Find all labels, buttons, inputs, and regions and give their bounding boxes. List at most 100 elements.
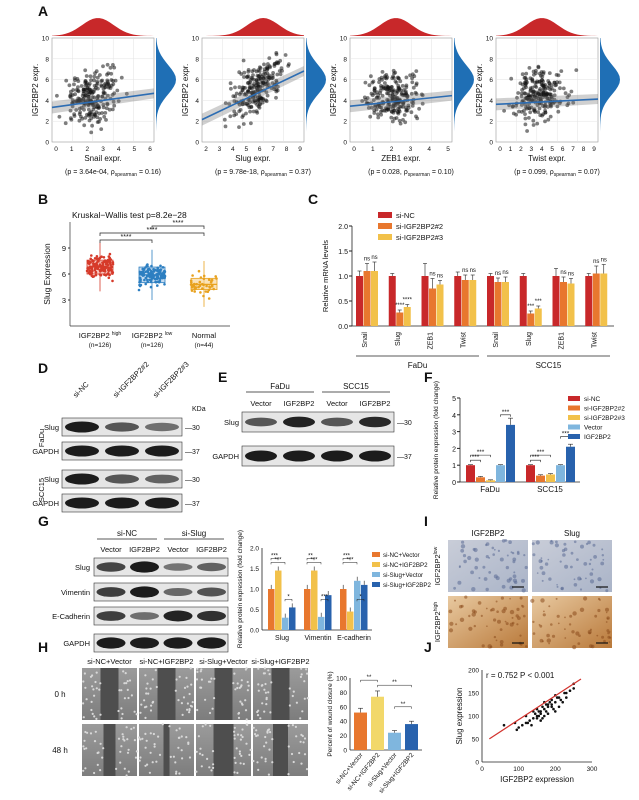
blot-row-label: GAPDH	[212, 452, 239, 461]
cell-speckle	[146, 682, 149, 685]
blot-band	[96, 562, 126, 572]
ihc-cell	[564, 616, 566, 619]
cell-speckle	[240, 754, 243, 758]
scatter-point	[519, 103, 524, 107]
regression-line	[349, 94, 453, 108]
ihc-image	[448, 596, 528, 648]
scatter-point	[404, 83, 409, 88]
box-point	[201, 282, 204, 286]
blot-band	[283, 416, 315, 428]
ihc-cell	[473, 547, 478, 553]
ihc-cell	[505, 565, 510, 570]
ihc-cell	[516, 623, 519, 626]
row-label: 48 h	[52, 746, 68, 755]
scatter-point	[539, 719, 542, 722]
scatter-point	[402, 113, 407, 117]
legend-swatch	[372, 572, 380, 577]
y-tick-label: 0	[195, 140, 199, 147]
ihc-cell	[500, 596, 504, 600]
significance-mark: **	[392, 680, 397, 686]
cell-speckle	[127, 748, 130, 751]
y-tick-label: 3	[452, 430, 456, 437]
ihc-cell	[521, 605, 525, 608]
cell-speckle	[123, 767, 126, 770]
significance-mark: ***	[346, 557, 354, 563]
cell-speckle	[132, 726, 135, 729]
cell-speckle	[241, 728, 244, 731]
cell-speckle	[267, 669, 270, 672]
cell-speckle	[195, 750, 198, 753]
correlation-stat: (p = 3.64e-04, ρspearman = 0.16)	[65, 169, 161, 178]
scatter-point	[272, 87, 277, 92]
cell-speckle	[85, 747, 88, 750]
scatter-point	[67, 83, 72, 88]
ihc-cell	[583, 596, 588, 601]
ihc-cell	[541, 640, 544, 643]
cell-speckle	[121, 712, 124, 716]
blot-frame	[241, 445, 395, 467]
x-tick-label: 6	[561, 146, 565, 153]
box-point	[149, 280, 153, 284]
x-tick-label: 4	[427, 146, 431, 153]
blot-frame	[93, 633, 229, 653]
cell-speckle	[197, 735, 200, 738]
scatter-point	[241, 58, 246, 63]
ihc-cell	[453, 586, 456, 590]
scatter-point	[70, 98, 75, 103]
scatter-point	[406, 105, 411, 110]
bar	[534, 308, 542, 326]
scatter-point	[92, 78, 96, 83]
significance-mark: ns	[502, 270, 508, 276]
box-point	[151, 272, 155, 276]
panel-label-e: E	[218, 369, 227, 385]
cell-speckle	[149, 687, 152, 690]
cell-speckle	[239, 738, 242, 741]
group-name: IGF2BP2	[79, 331, 112, 340]
cell-speckle	[303, 753, 307, 756]
cell-speckle	[191, 701, 194, 704]
ihc-cell	[474, 557, 479, 562]
cell-speckle	[144, 746, 147, 749]
cell-speckle	[144, 674, 147, 677]
box-point	[146, 278, 149, 282]
box-point	[214, 275, 217, 278]
cell-speckle	[233, 734, 236, 737]
scatter-point	[534, 68, 538, 73]
scatter-point	[92, 83, 97, 88]
cell-speckle	[252, 726, 255, 729]
cell-speckle	[233, 726, 236, 729]
scatter-point	[239, 72, 244, 76]
x-tick-label: E-cadherin	[337, 635, 371, 642]
scatter-point	[526, 92, 531, 97]
blot-row-label: E-Cadherin	[52, 612, 90, 621]
wound-gap	[273, 724, 288, 776]
cell-speckle	[295, 701, 298, 704]
scatter-point	[255, 98, 260, 103]
scatter-point	[100, 78, 105, 83]
ihc-cell	[461, 540, 465, 544]
scatter-point	[247, 86, 252, 91]
scatter-point	[103, 85, 107, 90]
scatter-point	[369, 74, 373, 79]
x-tick-label: 6	[258, 146, 262, 153]
blot-band	[163, 587, 193, 597]
stat-subscript: spearman	[115, 172, 137, 178]
marker-label: —30	[397, 420, 412, 427]
scatter-point	[391, 89, 396, 94]
cell-speckle	[241, 735, 244, 739]
stat-p: (p = 9.78e-18,	[215, 169, 261, 176]
box-point	[104, 260, 108, 264]
cell-speckle	[149, 732, 152, 735]
significance-mark: ****	[147, 227, 158, 234]
scatter-point	[64, 78, 69, 83]
x-tick-label: 1	[509, 146, 513, 153]
ihc-cell	[577, 642, 581, 645]
ihc-cell	[539, 624, 543, 628]
scatter-point	[231, 94, 236, 99]
bar	[354, 580, 361, 630]
cell-speckle	[138, 736, 141, 739]
x-tick-label: 4	[540, 146, 544, 153]
scatter-point	[554, 73, 559, 77]
bar	[318, 616, 325, 630]
y-tick-label: 200	[468, 668, 479, 675]
